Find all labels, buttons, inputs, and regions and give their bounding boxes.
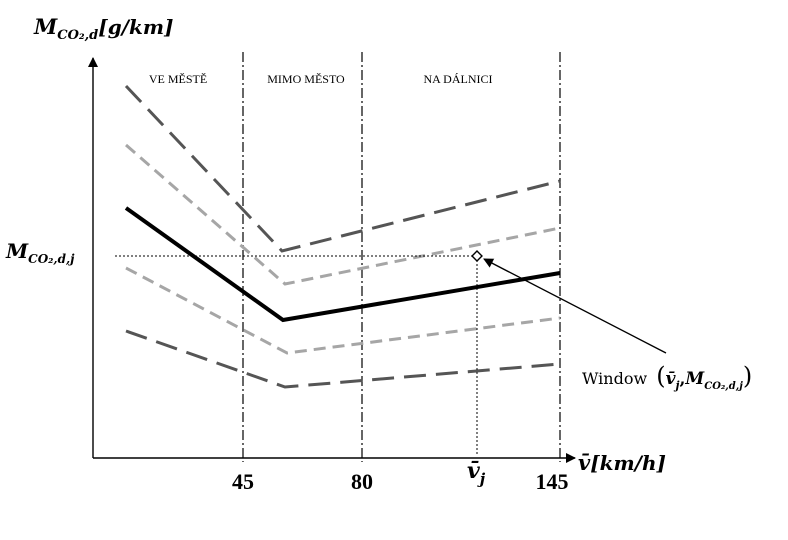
tick-80: 80: [351, 469, 373, 494]
svg-text:MCO₂,d[g/km]: MCO₂,d[g/km]: [33, 14, 173, 43]
marker-y-label: M: [5, 239, 29, 263]
svg-text:Window (v̄j,MCO₂,d,j): Window (v̄j,MCO₂,d,j): [582, 362, 752, 392]
y-axis-subscript: CO₂,d: [57, 28, 98, 43]
window-label-msub: CO₂,d,j: [704, 381, 743, 392]
window-label-close: ): [743, 362, 752, 390]
tick-145: 145: [536, 469, 569, 494]
window-pointer-arrow: [483, 258, 667, 354]
window-point: [471, 250, 483, 262]
window-label-m: M: [684, 369, 705, 389]
window-label-v: v̄: [666, 369, 677, 389]
curve-lower-dark-dashed: [125, 329, 561, 389]
svg-text:v̄[km/h]: v̄[km/h]: [578, 450, 666, 475]
y-axis-unit: [g/km]: [98, 15, 173, 39]
marker-y-subscript: CO₂,d,j: [28, 252, 75, 266]
curve-upper-dark-dashed: [124, 84, 561, 253]
x-axis-label: v̄: [578, 450, 591, 475]
window-label-comma: ,: [680, 369, 686, 389]
window-label-open: (: [656, 362, 665, 390]
curve-upper-light-dashed: [125, 143, 561, 286]
svg-text:v̄j: v̄j: [467, 458, 486, 488]
svg-text:MCO₂,d,j: MCO₂,d,j: [5, 239, 75, 266]
x-axis-unit: [km/h]: [590, 451, 666, 475]
window-label-vsub: j: [674, 379, 680, 392]
zone-label-highway: NA DÁLNICI: [424, 72, 493, 86]
curve-lower-light-dashed: [125, 266, 561, 355]
curve-mean-solid: [124, 206, 561, 323]
y-axis-label: M: [33, 14, 58, 39]
zone-label-city: VE MĚSTĚ: [149, 72, 207, 86]
marker-x-label: v̄: [467, 458, 480, 484]
zone-label-rural: MIMO MĚSTO: [267, 72, 345, 86]
window-label-prefix: Window: [582, 369, 647, 388]
tick-45: 45: [232, 469, 254, 494]
marker-x-subscript: j: [477, 470, 486, 488]
